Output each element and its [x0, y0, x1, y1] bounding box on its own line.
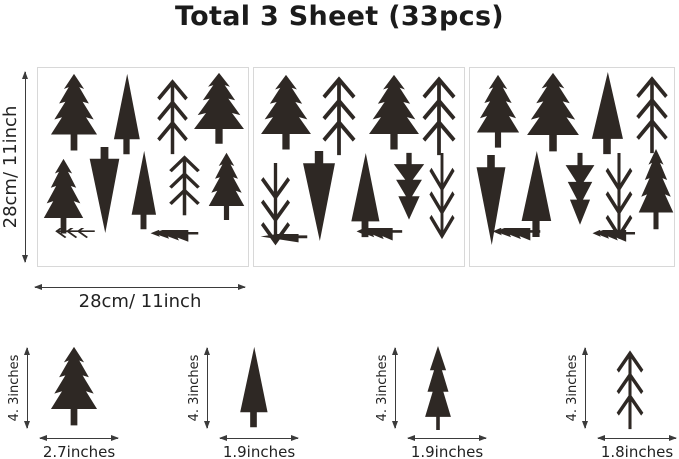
tree-pine-icon — [43, 158, 84, 238]
height-label: 4. 3inches — [187, 354, 202, 422]
tree-branch-left-icon — [53, 228, 129, 260]
sheet-height-arrow — [22, 71, 28, 263]
tree-branch-icon — [418, 72, 460, 156]
size-example-triangle: 4. 3inches 1.9inches — [180, 340, 350, 459]
tree-pine-icon — [193, 72, 245, 148]
sheet-width-arrow — [34, 284, 246, 290]
tree-pine-icon — [638, 148, 674, 234]
tree-triangle-left-icon — [260, 234, 348, 262]
height-dimension-arrow — [582, 347, 588, 429]
tree-triangle-icon — [235, 346, 272, 430]
tree-pine-icon — [476, 74, 520, 152]
tree-triangle-icon — [127, 150, 160, 232]
tree-pine-icon — [260, 74, 312, 154]
tree-pine-icon — [50, 346, 98, 430]
width-label: 2.7inches — [42, 443, 116, 459]
height-label: 4. 3inches — [7, 354, 22, 422]
sticker-sheet-1 — [37, 67, 249, 267]
tree-pine-icon — [208, 152, 245, 224]
example-tree — [423, 346, 453, 430]
height-label: 4. 3inches — [375, 354, 390, 422]
width-label: 1.9inches — [222, 443, 296, 459]
width-dimension-arrow — [597, 435, 677, 441]
size-example-pine: 4. 3inches 2.7inches — [0, 340, 170, 459]
example-tree — [50, 346, 98, 430]
sheets-row — [37, 67, 675, 267]
height-label: 4. 3inches — [565, 354, 580, 422]
height-dimension-arrow — [24, 347, 30, 429]
tree-pine-left-icon — [150, 230, 242, 262]
height-dimension-arrow — [204, 347, 210, 429]
tree-inv-triangle-icon — [298, 150, 340, 242]
tree-pine-left-icon — [592, 230, 674, 262]
page-title: Total 3 Sheet (33pcs) — [175, 1, 504, 32]
tree-inv-triangle-icon — [85, 146, 124, 234]
sticker-sheet-2 — [253, 67, 465, 267]
width-label: 1.9inches — [410, 443, 484, 459]
tree-branch-icon — [613, 346, 647, 430]
width-label: 1.8inches — [600, 443, 674, 459]
width-dimension-arrow — [39, 435, 119, 441]
sheet-height-label: 28cm/ 11inch — [0, 105, 21, 229]
tree-branch-icon — [165, 152, 204, 216]
tree-branch-icon — [318, 72, 360, 156]
tree-triangle-icon — [109, 73, 144, 157]
tree-branch-icon — [153, 75, 192, 155]
tree-branch-icon — [632, 72, 672, 154]
tree-pine-icon — [368, 74, 420, 154]
tree-pine-left-icon — [356, 228, 444, 262]
tree-triangle-icon — [516, 150, 556, 240]
sheet-width-label: 28cm/ 11inch — [78, 291, 202, 312]
tree-triangle-icon — [586, 71, 628, 157]
tree-tier-down-icon — [390, 152, 428, 230]
example-tree — [235, 346, 272, 430]
size-example-tierpine: 4. 3inches 1.9inches — [368, 340, 538, 459]
tree-pine-icon — [50, 73, 98, 155]
tree-tier-down-icon — [562, 152, 598, 236]
height-dimension-arrow — [392, 347, 398, 429]
example-tree — [613, 346, 647, 430]
tree-pine-left-icon — [492, 228, 584, 262]
size-example-branch: 4. 3inches 1.8inches — [558, 340, 679, 459]
sticker-sheet-3 — [469, 67, 675, 267]
width-dimension-arrow — [407, 435, 487, 441]
tree-tierpine-icon — [423, 346, 453, 430]
tree-pine-icon — [526, 72, 580, 156]
tree-triangle-icon — [346, 152, 384, 240]
width-dimension-arrow — [219, 435, 299, 441]
